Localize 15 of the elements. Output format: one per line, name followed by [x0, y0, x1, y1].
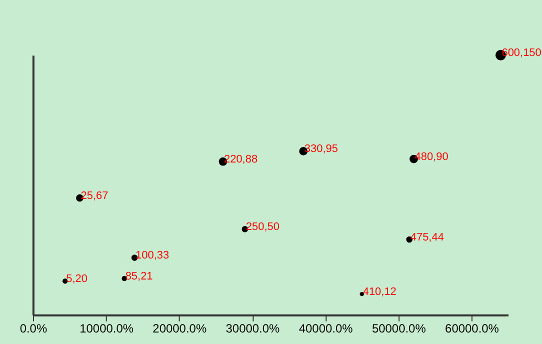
- x-tick-label: 0.0%: [20, 321, 48, 336]
- x-tick-label: 20000.0%: [152, 321, 207, 336]
- x-tick-label: 60000.0%: [445, 321, 500, 336]
- annotation: 85,21: [125, 270, 153, 282]
- annotation: 25,67: [80, 190, 108, 202]
- annotation: 250,50: [246, 221, 280, 234]
- annotation: 100,33: [136, 250, 170, 262]
- annotation: 220,88: [224, 154, 258, 166]
- x-tick-label: 30000.0%: [226, 321, 280, 336]
- annotation: 5,20: [66, 273, 88, 286]
- annotation: 475,44: [410, 232, 444, 244]
- x-tick-label: 50000.0%: [372, 321, 426, 336]
- annotation: 410,12: [362, 286, 396, 298]
- x-tick-label: 40000.0%: [298, 321, 354, 336]
- x-tick-label: 10000.0%: [80, 321, 134, 336]
